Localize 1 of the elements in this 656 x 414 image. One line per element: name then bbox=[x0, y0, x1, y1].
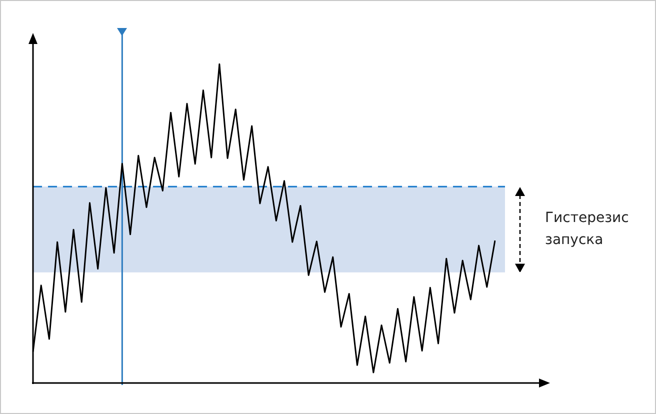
band-label: Гистерезис запуска bbox=[545, 210, 629, 248]
